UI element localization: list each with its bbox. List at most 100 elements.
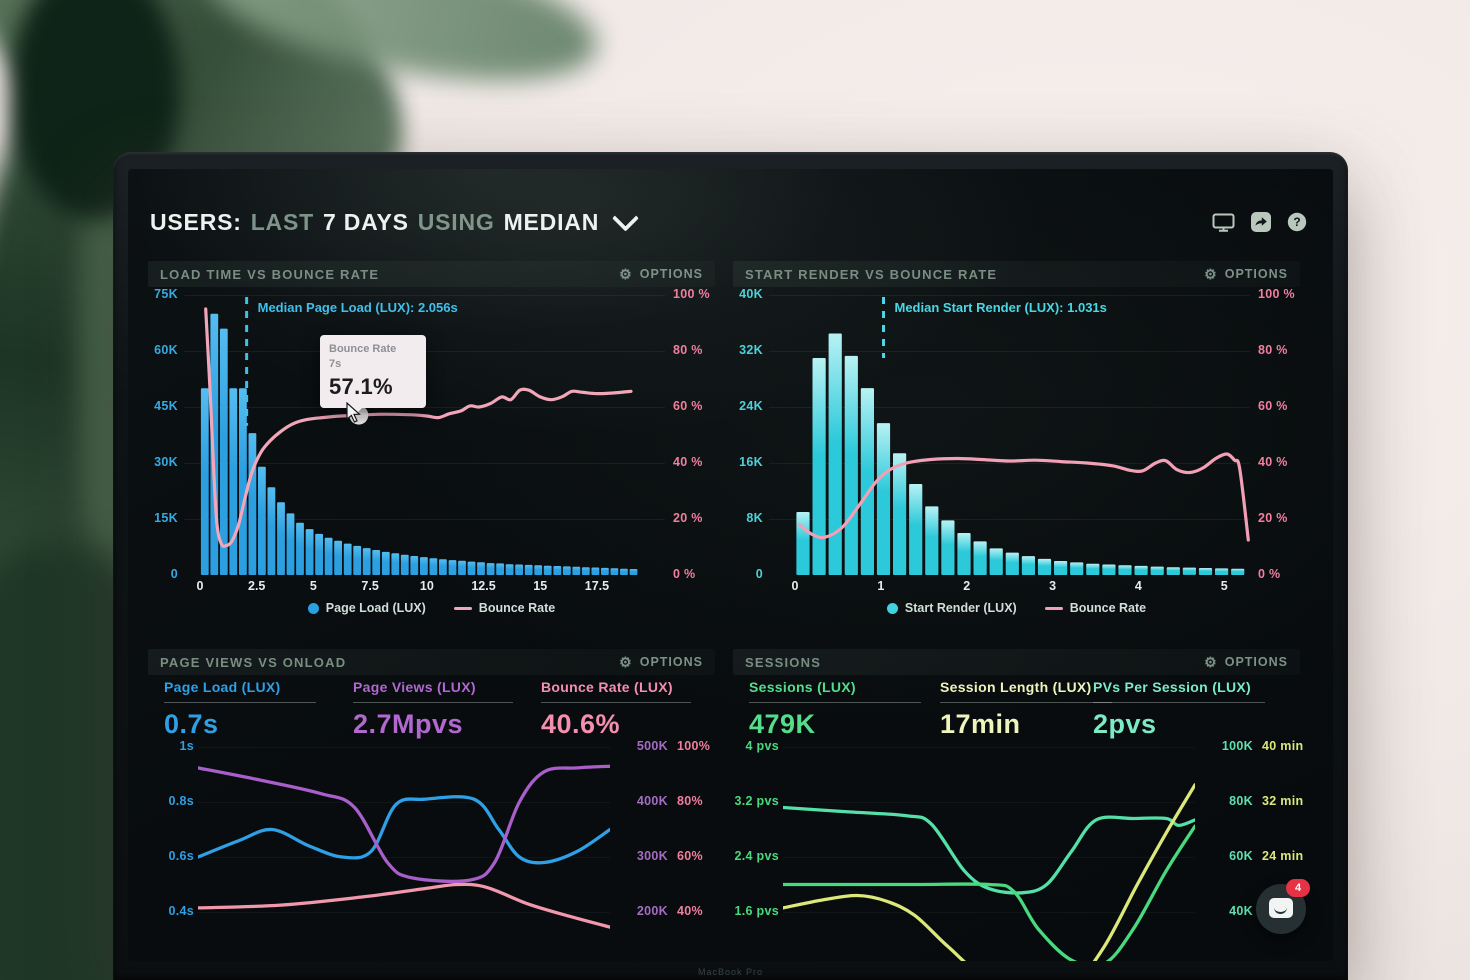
y-axis-label: 45K	[154, 399, 178, 413]
legend-item[interactable]: Start Render (LUX)	[886, 601, 1017, 615]
y-axis-right-label: 0 %	[673, 567, 696, 581]
panel-load-time-vs-bounce-rate: LOAD TIME VS BOUNCE RATE ⚙ OPTIONS Bounc…	[148, 261, 715, 633]
users-range-dropdown[interactable]: USERS: LAST 7 DAYS USING MEDIAN	[150, 209, 608, 236]
metric-underline	[164, 702, 316, 703]
y-axis-label: 1.6 pvs	[734, 904, 779, 918]
panel-title: PAGE VIEWS VS ONLOAD	[160, 654, 347, 670]
bar-line-chart: Median Start Render (LUX): 1.031s	[769, 295, 1250, 575]
x-axis-label: 2	[963, 579, 971, 593]
x-axis-label: 2.5	[248, 579, 266, 593]
line-chart	[783, 747, 1195, 961]
legend-label: Bounce Rate	[1069, 601, 1147, 615]
y-axis-right-label: 40 %	[673, 455, 703, 469]
y-axis-label: 0.4s	[168, 904, 194, 918]
display-icon[interactable]	[1212, 213, 1235, 232]
x-axis-label: 5	[1220, 579, 1228, 593]
x-axis-label: 10	[419, 579, 434, 593]
metric-label: Sessions (LUX)	[749, 679, 856, 695]
legend-dot-marker	[307, 602, 319, 614]
y-axis-label: 4 pvs	[745, 739, 779, 753]
y-axis-right-label: 40 %	[1258, 455, 1288, 469]
y-axis-right-label: 40%	[677, 904, 703, 918]
metric-label: PVs Per Session (LUX)	[1093, 679, 1252, 695]
x-axis-label: 5	[309, 579, 317, 593]
y-axis-right-label: 0 %	[1258, 567, 1281, 581]
y-axis-right-label: 60%	[677, 849, 703, 863]
title-segment: LAST	[250, 208, 314, 235]
metric: Page Views (LUX) 2.7Mpvs	[353, 679, 529, 740]
y-axis-mid-label: 80K	[1229, 794, 1253, 808]
gear-icon: ⚙	[619, 266, 633, 282]
options-button[interactable]: ⚙ OPTIONS	[619, 266, 703, 282]
metric: Session Length (LUX) 17min	[940, 679, 1116, 740]
y-axis-mid-label: 500K	[636, 739, 668, 753]
dashboard-screen: USERS: LAST 7 DAYS USING MEDIAN	[128, 169, 1333, 961]
legend-label: Start Render (LUX)	[904, 601, 1017, 615]
y-axis-label: 3.2 pvs	[734, 794, 779, 808]
chart-legend: Page Load (LUX) Bounce Rate	[148, 601, 715, 615]
y-axis-mid-label: 40K	[1229, 904, 1253, 918]
y-axis-label: 8K	[746, 511, 763, 525]
panel-start-render-vs-bounce-rate: START RENDER VS BOUNCE RATE ⚙ OPTIONS 40…	[733, 261, 1300, 633]
options-button[interactable]: ⚙ OPTIONS	[1204, 266, 1288, 282]
legend-line-marker	[1044, 606, 1063, 610]
y-axis-label: 1s	[179, 739, 194, 753]
metric-underline	[940, 702, 1112, 703]
panel-title: LOAD TIME VS BOUNCE RATE	[160, 266, 380, 282]
title-segment: USING	[417, 208, 495, 235]
y-axis-right-label: 60 %	[673, 399, 703, 413]
bar-line-chart: Median Page Load (LUX): 2.056s	[184, 295, 665, 575]
metric-value: 0.7s	[164, 709, 219, 739]
y-axis-right-label: 100%	[677, 739, 711, 753]
y-axis-mid-label: 200K	[636, 904, 668, 918]
panel-title: START RENDER VS BOUNCE RATE	[745, 266, 998, 282]
panel-sessions: SESSIONS ⚙ OPTIONS Sessions (LUX) 479K Ses…	[733, 649, 1303, 961]
legend-item[interactable]: Bounce Rate	[453, 601, 555, 615]
share-icon[interactable]	[1251, 212, 1271, 232]
y-axis-right-label: 40 min	[1262, 739, 1304, 753]
metric-value: 479K	[749, 709, 816, 739]
y-axis-label: 32K	[739, 343, 763, 357]
y-axis-right-label: 60 %	[1258, 399, 1288, 413]
options-button[interactable]: ⚙ OPTIONS	[1204, 654, 1288, 670]
y-axis-right-label: 100 %	[1258, 287, 1295, 301]
y-axis-right-label: 20 %	[673, 511, 703, 525]
chevron-down-icon[interactable]	[612, 204, 640, 232]
metric: Sessions (LUX) 479K	[749, 679, 925, 740]
plant-leaf	[192, 0, 608, 108]
legend-item[interactable]: Bounce Rate	[1044, 601, 1147, 615]
y-axis-label: 0	[170, 567, 178, 581]
legend-label: Page Load (LUX)	[325, 601, 426, 615]
options-button[interactable]: ⚙ OPTIONS	[619, 654, 703, 670]
legend-item[interactable]: Page Load (LUX)	[307, 601, 426, 615]
metric-value: 2pvs	[1093, 709, 1157, 739]
y-axis-label: 15K	[154, 511, 178, 525]
y-axis-label: 30K	[154, 455, 178, 469]
x-axis-label: 4	[1134, 579, 1142, 593]
notification-badge: 4	[1286, 879, 1310, 897]
y-axis-mid-label: 100K	[1221, 739, 1253, 753]
metric: Page Load (LUX) 0.7s	[164, 679, 340, 740]
y-axis-right-label: 80 %	[1258, 343, 1288, 357]
x-axis-label: 15	[533, 579, 548, 593]
metric-value: 2.7Mpvs	[353, 709, 464, 739]
y-axis-label: 0.6s	[168, 849, 194, 863]
dashboard-header: USERS: LAST 7 DAYS USING MEDIAN	[150, 204, 1307, 239]
gear-icon: ⚙	[1204, 654, 1218, 670]
x-axis-label: 1	[877, 579, 885, 593]
help-icon[interactable]: ?	[1287, 212, 1307, 232]
metric: PVs Per Session (LUX) 2pvs	[1093, 679, 1269, 740]
x-axis-label: 12.5	[471, 579, 496, 593]
metric-label: Session Length (LUX)	[940, 679, 1092, 695]
metric-value: 40.6%	[541, 709, 621, 739]
y-axis-right-label: 32 min	[1262, 794, 1304, 808]
chat-launcher-button[interactable]: 4	[1256, 879, 1310, 934]
y-axis-label: 16K	[739, 455, 763, 469]
metric-underline	[353, 702, 513, 703]
gear-icon: ⚙	[619, 654, 633, 670]
legend-dot-marker	[886, 602, 898, 614]
x-axis-label: 3	[1049, 579, 1057, 593]
y-axis-label: 24K	[739, 399, 763, 413]
y-axis-label: 60K	[154, 343, 178, 357]
